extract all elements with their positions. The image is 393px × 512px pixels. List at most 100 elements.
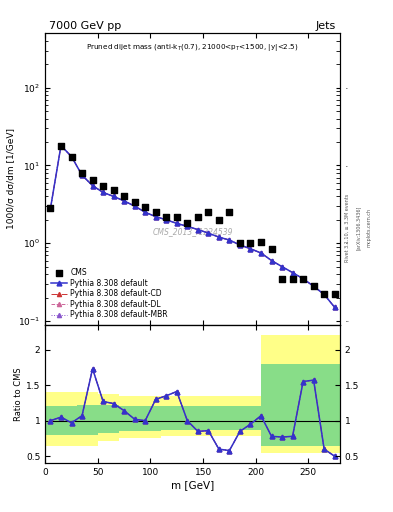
Pythia 8.308 default (174, 220, 179, 226)
Text: CMS_2013_I1224539: CMS_2013_I1224539 (152, 227, 233, 236)
Pythia 8.308 default (195, 226, 200, 232)
Text: Jets: Jets (316, 20, 336, 31)
CMS (121, 193, 127, 201)
CMS (47, 204, 53, 212)
CMS (226, 208, 233, 217)
Pythia 8.308 default (332, 304, 337, 310)
CMS (205, 208, 211, 217)
Pythia 8.308 default-CD (332, 304, 337, 310)
Pythia 8.308 default-CD (153, 214, 158, 220)
Pythia 8.308 default-CD (259, 250, 263, 256)
Pythia 8.308 default (217, 234, 221, 240)
Text: mcplots.cern.ch: mcplots.cern.ch (366, 208, 371, 247)
Pythia 8.308 default-CD (280, 264, 285, 270)
Pythia 8.308 default-MBR (90, 183, 95, 189)
CMS (247, 239, 253, 247)
Text: 7000 GeV pp: 7000 GeV pp (49, 20, 121, 31)
Pythia 8.308 default-CD (80, 172, 84, 178)
Pythia 8.308 default-DL (332, 304, 337, 310)
Pythia 8.308 default-MBR (153, 214, 158, 220)
Pythia 8.308 default-MBR (280, 264, 285, 270)
Pythia 8.308 default-MBR (217, 234, 221, 240)
Line: Pythia 8.308 default: Pythia 8.308 default (48, 143, 337, 310)
CMS (216, 216, 222, 224)
Pythia 8.308 default-DL (269, 258, 274, 264)
Pythia 8.308 default (280, 264, 285, 270)
CMS (237, 239, 243, 247)
Pythia 8.308 default-DL (69, 154, 74, 160)
Pythia 8.308 default-CD (195, 226, 200, 232)
Text: [arXiv:1306.3436]: [arXiv:1306.3436] (356, 206, 361, 250)
Pythia 8.308 default-CD (174, 220, 179, 226)
Pythia 8.308 default-DL (280, 264, 285, 270)
Pythia 8.308 default-DL (227, 237, 232, 243)
Pythia 8.308 default-DL (132, 203, 137, 209)
Pythia 8.308 default-CD (69, 154, 74, 160)
CMS (268, 245, 275, 253)
Pythia 8.308 default (164, 217, 169, 223)
Pythia 8.308 default-CD (238, 242, 242, 248)
Pythia 8.308 default-MBR (311, 283, 316, 289)
Pythia 8.308 default-MBR (111, 194, 116, 200)
Pythia 8.308 default (238, 242, 242, 248)
Text: Pruned dijet mass (anti-k$_T$(0.7), 21000<p$_T$<1500, |y|<2.5): Pruned dijet mass (anti-k$_T$(0.7), 2100… (86, 42, 299, 53)
Pythia 8.308 default-DL (80, 172, 84, 178)
Pythia 8.308 default-MBR (185, 223, 190, 229)
CMS (289, 274, 296, 283)
Pythia 8.308 default-MBR (48, 205, 53, 211)
CMS (279, 274, 285, 283)
Pythia 8.308 default-MBR (248, 246, 253, 252)
Pythia 8.308 default-MBR (206, 230, 211, 236)
CMS (174, 212, 180, 221)
Pythia 8.308 default-CD (322, 291, 327, 297)
Pythia 8.308 default (132, 203, 137, 209)
Pythia 8.308 default-CD (122, 198, 127, 204)
Pythia 8.308 default-DL (101, 189, 105, 196)
Pythia 8.308 default-CD (248, 246, 253, 252)
Pythia 8.308 default-MBR (290, 269, 295, 275)
Pythia 8.308 default (111, 194, 116, 200)
Pythia 8.308 default-CD (290, 269, 295, 275)
Pythia 8.308 default (101, 189, 105, 196)
Pythia 8.308 default-MBR (195, 226, 200, 232)
Pythia 8.308 default-CD (143, 209, 147, 216)
Pythia 8.308 default-CD (111, 194, 116, 200)
Pythia 8.308 default-CD (217, 234, 221, 240)
Pythia 8.308 default-MBR (322, 291, 327, 297)
CMS (300, 274, 306, 283)
Pythia 8.308 default-MBR (59, 142, 63, 148)
Pythia 8.308 default (185, 223, 190, 229)
Pythia 8.308 default (248, 246, 253, 252)
Pythia 8.308 default (290, 269, 295, 275)
CMS (332, 290, 338, 298)
Pythia 8.308 default-MBR (122, 198, 127, 204)
CMS (132, 198, 138, 206)
CMS (258, 238, 264, 246)
Pythia 8.308 default-DL (259, 250, 263, 256)
Pythia 8.308 default-CD (311, 283, 316, 289)
Pythia 8.308 default (90, 183, 95, 189)
Pythia 8.308 default (301, 275, 305, 282)
Pythia 8.308 default-MBR (69, 154, 74, 160)
Pythia 8.308 default (322, 291, 327, 297)
Pythia 8.308 default-DL (238, 242, 242, 248)
Pythia 8.308 default-MBR (227, 237, 232, 243)
Pythia 8.308 default (143, 209, 147, 216)
X-axis label: m [GeV]: m [GeV] (171, 480, 214, 490)
Pythia 8.308 default-DL (164, 217, 169, 223)
Text: Rivet 3.1.10, ≥ 3.3M events: Rivet 3.1.10, ≥ 3.3M events (345, 194, 350, 262)
Pythia 8.308 default (48, 205, 53, 211)
CMS (152, 208, 159, 217)
Pythia 8.308 default-MBR (80, 172, 84, 178)
CMS (58, 141, 64, 150)
Pythia 8.308 default-CD (90, 183, 95, 189)
CMS (163, 212, 169, 221)
Pythia 8.308 default-DL (311, 283, 316, 289)
Pythia 8.308 default-DL (111, 194, 116, 200)
Pythia 8.308 default-DL (185, 223, 190, 229)
Pythia 8.308 default-DL (59, 142, 63, 148)
Pythia 8.308 default-CD (301, 275, 305, 282)
Pythia 8.308 default-MBR (143, 209, 147, 216)
Pythia 8.308 default-DL (301, 275, 305, 282)
Pythia 8.308 default-DL (174, 220, 179, 226)
